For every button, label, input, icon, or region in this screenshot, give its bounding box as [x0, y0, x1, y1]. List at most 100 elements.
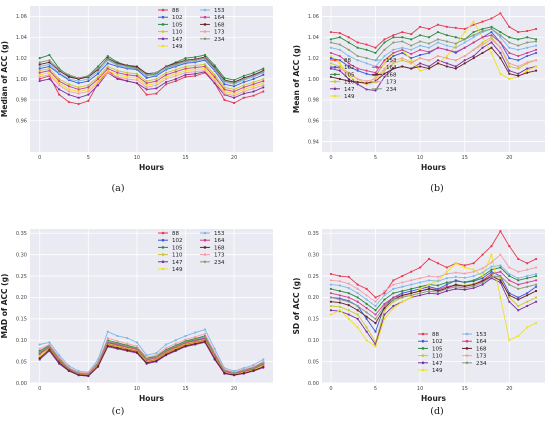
data-point-88	[463, 27, 466, 31]
data-point-88	[427, 27, 431, 31]
data-point-173	[203, 332, 207, 335]
legend-label-153: 153	[476, 332, 487, 338]
data-point-149	[356, 326, 359, 329]
data-point-149	[96, 79, 100, 83]
series-line-168	[330, 275, 537, 324]
data-point-164	[48, 69, 51, 72]
data-point-168	[445, 65, 448, 68]
legend-marker-149	[161, 267, 165, 271]
data-point-234	[499, 274, 502, 278]
data-point-168	[419, 289, 422, 293]
data-point-110	[490, 36, 493, 39]
legend-label-102: 102	[172, 238, 183, 244]
data-point-88	[526, 29, 529, 33]
legend-label-168: 168	[476, 346, 487, 352]
data-point-105	[184, 57, 187, 60]
data-point-110	[233, 88, 236, 91]
data-point-168	[233, 373, 236, 376]
data-point-153	[155, 351, 158, 355]
data-point-173	[427, 59, 431, 62]
data-point-149	[77, 90, 80, 93]
data-point-149	[490, 51, 493, 55]
data-point-102	[490, 270, 493, 273]
data-point-164	[427, 50, 431, 53]
data-point-173	[454, 271, 457, 274]
legend-marker-110	[161, 253, 165, 256]
data-point-153	[155, 73, 158, 76]
data-point-168	[472, 57, 475, 60]
data-point-168	[365, 315, 368, 318]
data-point-173	[203, 69, 207, 72]
data-point-164	[401, 48, 404, 51]
data-point-88	[87, 99, 90, 102]
data-point-168	[262, 365, 265, 368]
legend-marker-149	[161, 44, 165, 48]
x-tick-label: 20	[506, 386, 512, 392]
data-point-105	[338, 36, 341, 39]
data-point-149	[213, 77, 216, 81]
data-point-234	[96, 362, 100, 365]
legend-marker-173	[465, 354, 469, 357]
legend-label-149: 149	[172, 267, 183, 273]
data-point-105	[534, 274, 538, 278]
data-point-105	[383, 41, 386, 44]
legend-marker-105	[333, 73, 337, 76]
data-point-88	[436, 262, 440, 265]
data-point-168	[87, 374, 90, 377]
data-point-168	[184, 344, 187, 347]
data-point-110	[356, 313, 359, 316]
data-point-234	[194, 59, 197, 62]
data-point-147	[174, 77, 177, 81]
data-point-102	[490, 30, 493, 34]
data-point-88	[329, 272, 333, 276]
data-point-234	[126, 345, 129, 348]
data-point-149	[410, 296, 413, 299]
data-point-88	[534, 27, 538, 31]
data-point-105	[427, 36, 431, 39]
data-point-234	[427, 42, 431, 45]
data-point-149	[87, 88, 90, 91]
data-point-102	[145, 76, 148, 80]
data-point-153	[392, 48, 395, 51]
data-point-105	[410, 287, 413, 290]
data-point-110	[213, 73, 216, 76]
data-point-88	[508, 245, 511, 248]
data-point-164	[347, 296, 350, 299]
data-point-168	[454, 67, 457, 70]
data-point-102	[481, 277, 484, 280]
data-point-102	[365, 317, 368, 320]
y-tick-label: 0.96	[16, 119, 27, 125]
data-point-173	[213, 351, 216, 354]
data-point-234	[356, 54, 359, 58]
data-point-164	[87, 86, 90, 89]
data-point-102	[410, 57, 413, 60]
data-point-149	[534, 322, 538, 325]
data-point-147	[365, 88, 368, 91]
data-point-173	[164, 77, 168, 81]
data-point-105	[401, 36, 404, 39]
data-point-102	[526, 54, 529, 58]
data-point-153	[454, 46, 457, 49]
data-point-102	[517, 59, 520, 62]
data-point-173	[499, 46, 502, 49]
data-point-173	[347, 282, 350, 285]
legend-marker-168	[203, 246, 207, 249]
series-line-102	[330, 31, 537, 77]
data-point-149	[517, 334, 520, 338]
data-point-168	[383, 307, 386, 310]
data-point-149	[499, 296, 502, 299]
data-point-164	[242, 86, 245, 89]
data-point-149	[184, 69, 187, 72]
data-point-164	[526, 281, 529, 284]
data-point-234	[252, 366, 255, 370]
data-point-234	[58, 68, 61, 71]
x-tick-label: 0	[38, 155, 41, 161]
data-point-234	[145, 357, 148, 361]
data-point-110	[106, 65, 109, 68]
data-point-105	[223, 76, 226, 80]
data-point-173	[338, 280, 341, 283]
data-point-173	[401, 57, 404, 60]
data-point-173	[194, 70, 197, 73]
data-point-234	[135, 347, 139, 350]
data-point-234	[329, 296, 333, 299]
